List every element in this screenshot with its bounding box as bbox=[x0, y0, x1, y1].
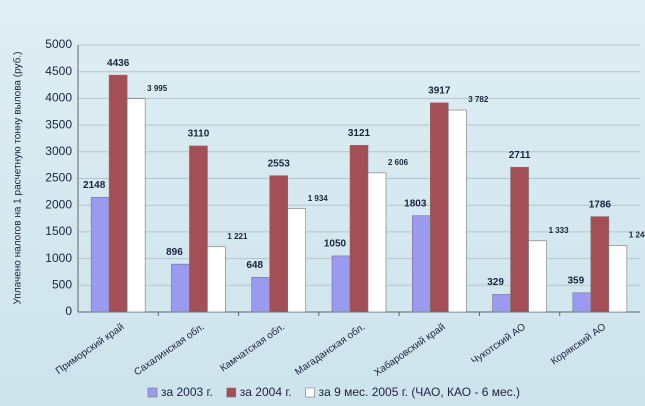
value-label: 2553 bbox=[268, 158, 291, 169]
legend-swatch bbox=[305, 387, 315, 398]
value-label: 2148 bbox=[83, 180, 106, 191]
bar bbox=[108, 74, 128, 313]
bar bbox=[331, 255, 351, 313]
y-tick-label: 4000 bbox=[45, 91, 72, 105]
bar bbox=[429, 102, 449, 313]
y-tick-label: 3000 bbox=[45, 144, 72, 158]
value-label: 3110 bbox=[188, 129, 210, 140]
bar bbox=[528, 240, 547, 313]
y-tick-label: 4500 bbox=[45, 64, 72, 78]
x-tick-label: Корякский АО bbox=[549, 321, 608, 367]
y-tick-label: 500 bbox=[52, 277, 72, 291]
y-tick-label: 1500 bbox=[45, 224, 72, 238]
bar bbox=[447, 109, 467, 313]
value-label: 3121 bbox=[348, 128, 371, 139]
x-tick-label: Магаданская обл. bbox=[293, 321, 368, 378]
legend-label: за 9 мес. 2005 г. (ЧАО, КАО - 6 мес.) bbox=[319, 385, 520, 399]
y-tick-label: 2500 bbox=[45, 171, 72, 185]
bar bbox=[492, 294, 511, 313]
value-label: 1050 bbox=[324, 239, 347, 250]
bar bbox=[207, 246, 226, 313]
bar bbox=[367, 172, 387, 313]
y-axis-label: Уплачено налогов на 1 расчетную тонну вы… bbox=[12, 52, 24, 305]
value-label: 1 221 bbox=[227, 232, 248, 241]
y-tick-label: 3500 bbox=[45, 117, 72, 131]
bar bbox=[189, 145, 208, 313]
value-label: 3 782 bbox=[468, 95, 489, 104]
x-tick-label: Камчатская обл. bbox=[218, 321, 287, 374]
y-tick-label: 0 bbox=[65, 304, 72, 318]
value-label: 3 995 bbox=[147, 84, 168, 93]
value-label: 2 606 bbox=[388, 158, 409, 167]
legend-swatch bbox=[226, 387, 237, 398]
bar bbox=[608, 245, 628, 313]
bar bbox=[411, 215, 431, 313]
bar bbox=[510, 166, 529, 313]
x-tick-label: Хабаровский край bbox=[372, 321, 448, 379]
legend-label: за 2003 г. bbox=[161, 385, 213, 399]
legend-swatch bbox=[147, 387, 158, 398]
value-label: 896 bbox=[166, 247, 183, 258]
x-tick-label: Сахалинская обл. bbox=[132, 321, 207, 378]
bar bbox=[90, 196, 110, 313]
x-tick-label: Чукотский АО bbox=[469, 321, 528, 367]
y-tick-label: 2000 bbox=[45, 197, 72, 211]
value-label: 1 333 bbox=[549, 226, 570, 235]
value-label: 3917 bbox=[428, 85, 451, 96]
bar bbox=[269, 175, 289, 313]
value-label: 359 bbox=[568, 275, 585, 286]
value-label: 1 244 bbox=[629, 231, 645, 240]
bar bbox=[287, 208, 307, 313]
value-label: 2711 bbox=[509, 150, 531, 161]
x-tick-label: Приморский край bbox=[54, 322, 126, 377]
bar bbox=[590, 216, 610, 313]
value-label: 1 934 bbox=[308, 194, 329, 203]
bar bbox=[171, 263, 190, 313]
value-label: 648 bbox=[246, 260, 263, 271]
legend-label: за 2004 г. bbox=[240, 385, 292, 399]
bar bbox=[251, 277, 271, 313]
value-label: 329 bbox=[487, 277, 504, 288]
value-label: 1803 bbox=[404, 198, 427, 209]
value-label: 4436 bbox=[107, 58, 130, 69]
value-label: 1786 bbox=[589, 199, 612, 210]
bar bbox=[349, 145, 369, 313]
bar bbox=[572, 292, 592, 313]
y-tick-label: 5000 bbox=[45, 37, 72, 51]
y-tick-label: 1000 bbox=[45, 251, 72, 265]
bar bbox=[126, 98, 146, 313]
